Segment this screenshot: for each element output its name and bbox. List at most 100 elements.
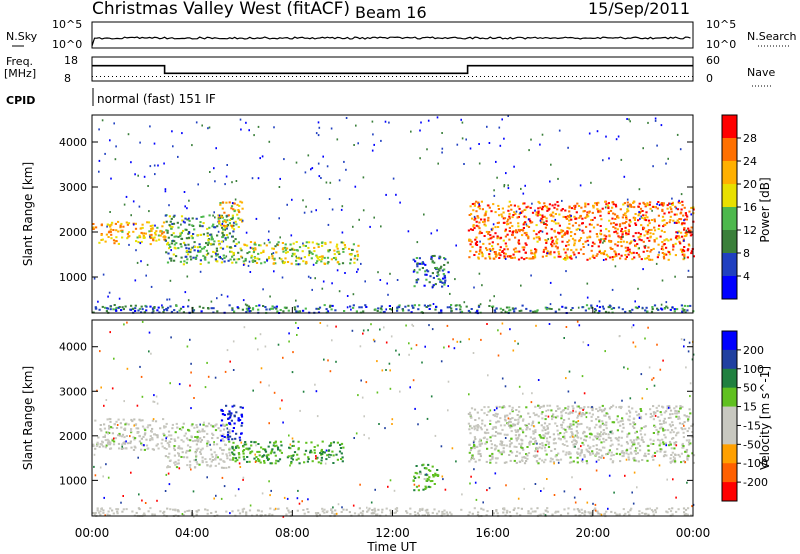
velocity-cell-4 [508,420,511,423]
power-cell-5 [605,253,608,256]
power-cell-1 [204,256,207,259]
power-cell-5 [634,222,637,225]
velocity-cell-1 [189,446,192,449]
power-cell-5 [672,245,675,248]
velocity-cell-4 [541,417,544,420]
power-noise-cell [549,180,551,183]
velocity-cell-4 [674,409,677,412]
velocity-cell-4 [532,443,535,445]
velocity-noise-cell [585,416,588,419]
velocity-colorbar-frame [721,330,738,502]
velocity-cell-1 [216,456,219,459]
power-noise-cell [371,120,374,123]
velocity-cell-6 [264,514,267,517]
power-cell-5 [529,206,532,209]
power-cell-5 [645,230,648,233]
power-noise-cell [245,231,248,234]
power-cell-5 [550,236,553,239]
power-cell-5 [537,236,540,239]
velocity-cell-3 [327,453,331,456]
power-cell-5 [657,214,660,217]
power-cell-5 [632,251,635,254]
velocity-noise-cell [167,472,170,475]
velocity-cell-6 [135,511,138,514]
power-cell-1 [191,236,194,239]
velocity-cell-4 [515,454,518,457]
velocity-cell-6 [172,508,175,511]
velocity-cell-4 [503,424,506,427]
velocity-cell-4 [473,444,476,446]
velocity-cell-0 [144,429,147,432]
power-cell-3 [317,243,320,246]
power-cell-1 [190,258,193,261]
power-cell-5 [568,210,571,213]
power-cell-5 [632,201,635,204]
velocity-cell-1 [204,458,207,461]
velocity-cell-6 [163,510,166,513]
velocity-cell-4 [564,407,567,410]
power-cell-5 [638,212,641,215]
power-cell-5 [535,236,538,239]
velocity-noise-cell [687,350,690,353]
velocity-noise-cell [165,437,167,440]
power-noise-cell [493,194,496,197]
power-cell-5 [513,204,516,207]
velocity-cell-1 [166,466,169,469]
velocity-cell-4 [617,443,620,446]
velocity-cell-4 [608,407,612,410]
velocity-noise-cell [582,341,585,344]
power-noise-cell [176,311,179,314]
power-cell-5 [549,237,553,240]
power-cell-4 [416,271,419,274]
velocity-cell-6 [245,511,248,514]
velocity-cell-3 [242,452,245,455]
power-cell-1 [232,253,235,256]
power-cell-4 [443,275,446,278]
velocity-cell-3 [253,441,256,444]
power-cell-5 [576,202,579,205]
velocity-cell-6 [551,513,554,516]
power-cell-5 [551,211,554,214]
velocity-cell-4 [595,423,598,426]
velocity-cell-1 [214,429,218,432]
velocity-noise-cell [497,329,499,332]
velocity-cell-1 [167,443,171,446]
velocity-cell-4 [678,455,681,458]
power-cell-3 [311,253,314,255]
velocity-noise-cell [206,361,208,364]
velocity-noise-cell [603,456,605,459]
power-cell-5 [508,200,511,203]
velocity-cell-1 [168,452,171,455]
power-cell-5 [532,256,535,258]
velocity-cell-4 [575,425,579,428]
velocity-noise-cell [595,460,598,463]
velocity-noise-cell [413,483,416,486]
velocity-cell-4 [659,442,662,445]
velocity-cell-5 [415,465,418,467]
power-cell-4 [417,278,420,281]
velocity-noise-cell [113,357,115,360]
velocity-cell-0 [130,418,133,421]
velocity-cell-6 [597,512,600,515]
power-noise-cell [603,239,605,242]
power-cell-4 [438,269,441,272]
velocity-cell-4 [573,436,576,439]
velocity-cell-0 [104,446,107,449]
power-cell-6 [505,311,508,314]
velocity-cell-1 [216,436,219,439]
power-cell-3 [308,241,311,244]
velocity-cell-1 [195,424,198,426]
power-cell-5 [642,250,645,253]
power-noise-cell [588,132,591,135]
velocity-cell-1 [196,439,199,442]
power-cell-1 [169,220,172,223]
power-cell-5 [517,239,520,242]
power-cell-6 [564,306,567,309]
power-cell-5 [494,211,497,214]
velocity-cell-6 [683,511,686,514]
power-cell-3 [273,257,276,260]
power-cell-5 [573,244,576,247]
velocity-noise-cell [688,341,691,344]
power-cell-6 [521,304,524,307]
